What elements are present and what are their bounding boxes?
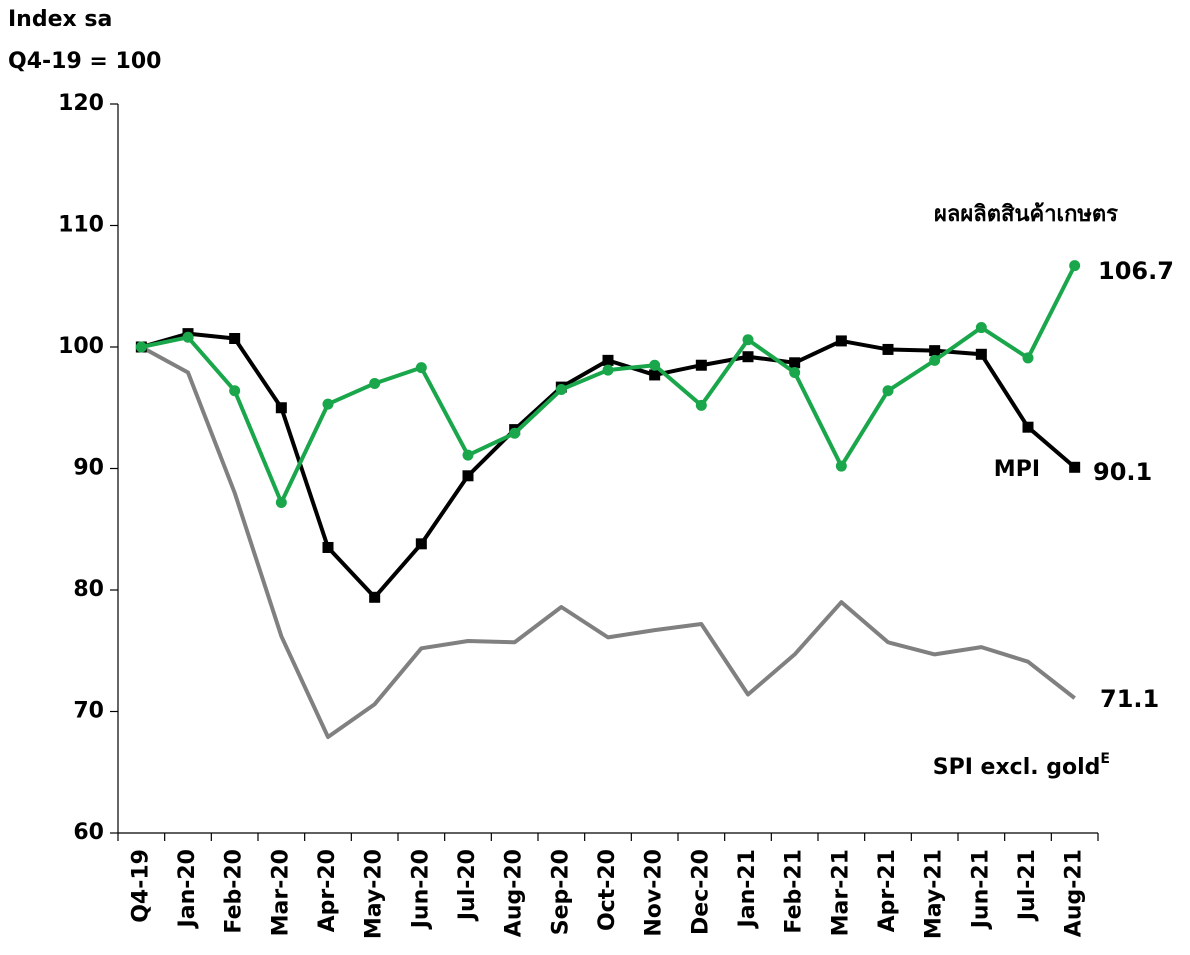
marker bbox=[649, 359, 661, 371]
marker bbox=[789, 367, 801, 379]
value-label: 90.1 bbox=[1093, 458, 1152, 486]
x-tick-label: May-21 bbox=[922, 849, 947, 939]
y-axis-title: Index sa bbox=[8, 7, 112, 32]
x-tick-label: Mar-20 bbox=[268, 849, 293, 936]
marker bbox=[135, 341, 147, 353]
y-tick-label: 90 bbox=[73, 456, 104, 481]
marker bbox=[882, 385, 894, 397]
marker bbox=[742, 351, 754, 363]
x-tick-label: Jun-21 bbox=[968, 849, 993, 930]
y-tick-label: 120 bbox=[58, 91, 104, 116]
x-tick-label: Jan-20 bbox=[175, 849, 200, 929]
x-tick-label: Nov-20 bbox=[642, 849, 667, 937]
x-tick-label: May-20 bbox=[362, 849, 387, 939]
marker bbox=[835, 460, 847, 472]
y-tick-label: 60 bbox=[73, 820, 104, 845]
legend-label: ผลผลิตสินค้าเกษตร bbox=[934, 202, 1118, 227]
marker bbox=[415, 362, 427, 374]
x-tick-label: Sep-20 bbox=[548, 849, 573, 935]
y-axis-title: Q4-19 = 100 bbox=[8, 49, 161, 74]
marker bbox=[835, 335, 847, 347]
marker bbox=[229, 332, 241, 344]
marker bbox=[1022, 421, 1034, 433]
x-tick-label: Feb-20 bbox=[222, 849, 247, 934]
marker bbox=[649, 369, 661, 381]
x-tick-label: Feb-21 bbox=[782, 849, 807, 934]
marker bbox=[1069, 260, 1081, 272]
marker bbox=[322, 541, 334, 553]
x-tick-label: Jul-21 bbox=[1015, 849, 1040, 922]
marker bbox=[789, 357, 801, 369]
marker bbox=[929, 345, 941, 357]
legend-name: MPI bbox=[994, 457, 1040, 482]
x-tick-label: Aug-21 bbox=[1062, 849, 1087, 937]
series-line bbox=[140, 264, 1077, 505]
marker bbox=[1069, 461, 1081, 473]
marker bbox=[275, 402, 287, 414]
x-tick-label: Q4-19 bbox=[128, 849, 153, 923]
marker bbox=[695, 399, 707, 411]
y-tick-label: 80 bbox=[73, 577, 104, 602]
marker bbox=[975, 322, 987, 334]
marker bbox=[229, 385, 241, 397]
marker bbox=[742, 334, 754, 346]
x-tick-label: Jun-20 bbox=[408, 849, 433, 930]
marker bbox=[602, 354, 614, 366]
y-tick-label: 100 bbox=[58, 334, 104, 359]
value-label: 106.7 bbox=[1098, 257, 1174, 285]
marker bbox=[415, 538, 427, 550]
x-tick-label: Oct-20 bbox=[595, 849, 620, 931]
marker bbox=[555, 384, 567, 396]
marker bbox=[882, 343, 894, 355]
x-tick-label: Apr-20 bbox=[315, 849, 340, 932]
marker bbox=[275, 497, 287, 509]
legend-label: MPI bbox=[994, 457, 1040, 482]
y-tick-label: 70 bbox=[73, 699, 104, 724]
legend-name: SPI excl. gold bbox=[933, 755, 1101, 780]
value-label: 71.1 bbox=[1100, 685, 1159, 713]
legend-superscript: E bbox=[1100, 751, 1110, 767]
marker bbox=[695, 359, 707, 371]
x-tick-label: Aug-20 bbox=[502, 849, 527, 937]
x-tick-label: Apr-21 bbox=[875, 849, 900, 932]
marker bbox=[322, 398, 334, 410]
marker bbox=[182, 331, 194, 343]
marker bbox=[975, 348, 987, 360]
series-line bbox=[140, 345, 1076, 740]
x-tick-label: Jan-21 bbox=[735, 849, 760, 929]
x-tick-label: Mar-21 bbox=[828, 849, 853, 936]
marker bbox=[602, 364, 614, 376]
y-tick-label: 110 bbox=[58, 213, 104, 238]
legend-name: ผลผลิตสินค้าเกษตร bbox=[934, 202, 1118, 227]
x-tick-label: Jul-20 bbox=[455, 849, 480, 922]
marker bbox=[929, 354, 941, 366]
marker bbox=[369, 377, 381, 389]
legend-label: SPI excl. goldE bbox=[933, 751, 1110, 780]
marker bbox=[369, 591, 381, 603]
marker bbox=[462, 449, 474, 461]
marker bbox=[1022, 352, 1034, 364]
marker bbox=[509, 427, 521, 439]
marker bbox=[462, 470, 474, 482]
x-tick-label: Dec-20 bbox=[688, 849, 713, 935]
